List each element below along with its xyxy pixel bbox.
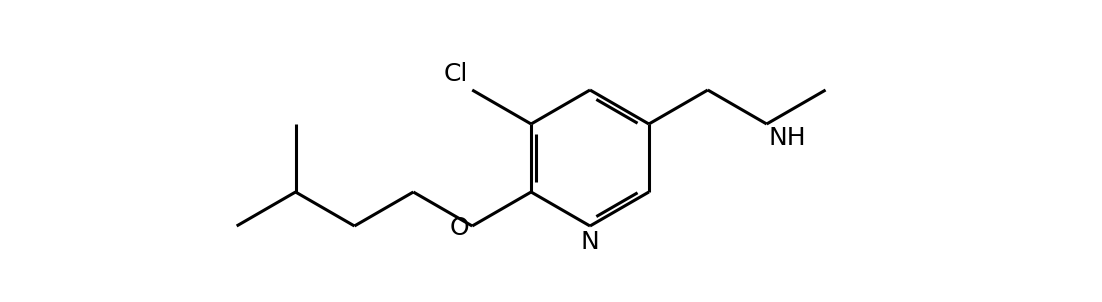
Text: Cl: Cl — [444, 62, 468, 86]
Text: O: O — [450, 216, 469, 240]
Text: NH: NH — [769, 126, 807, 150]
Text: N: N — [581, 230, 599, 254]
